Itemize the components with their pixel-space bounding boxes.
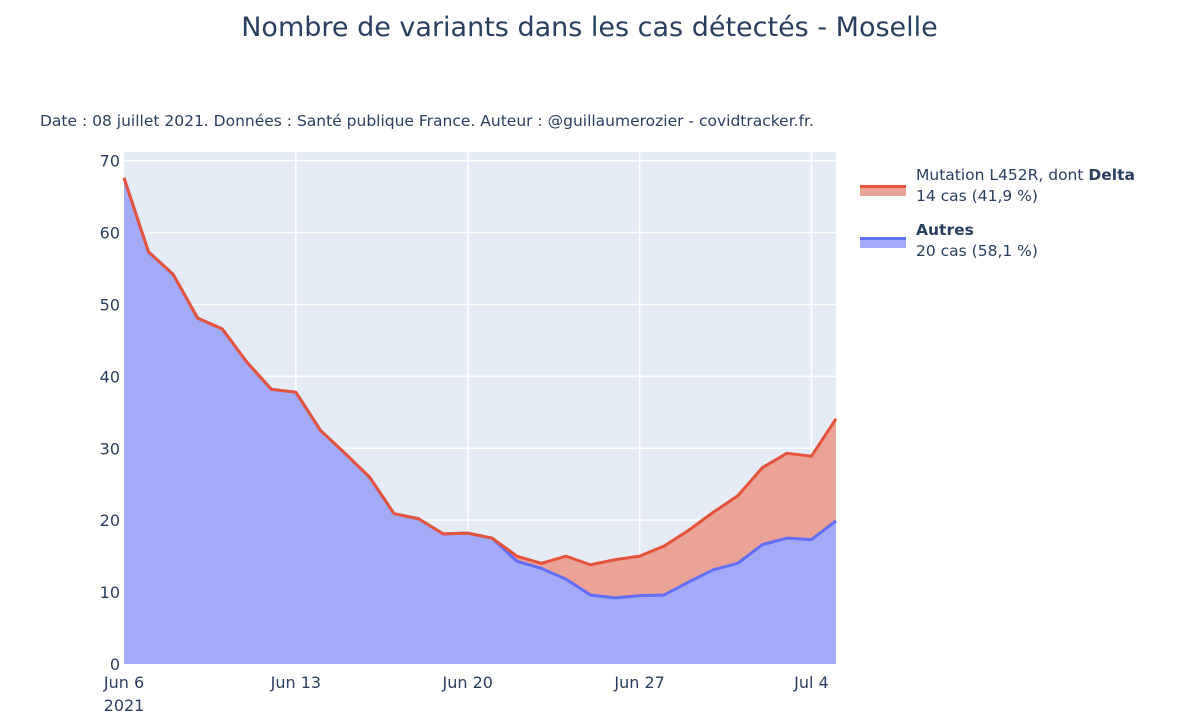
x-tick-label: Jun 27 <box>613 673 664 692</box>
y-tick-label: 40 <box>100 367 120 386</box>
y-tick-label: 60 <box>100 224 120 243</box>
legend-item-mutation[interactable]: Mutation L452R, dont Delta 14 cas (41,9 … <box>916 165 1135 207</box>
chart-subtitle: Date : 08 juillet 2021. Données : Santé … <box>40 112 814 130</box>
y-tick-label: 70 <box>100 152 120 171</box>
y-tick-label: 0 <box>110 655 120 674</box>
legend-autres-label: Autres <box>916 221 974 239</box>
legend-mutation-count: 14 cas (41,9 %) <box>916 187 1038 205</box>
chart-title: Nombre de variants dans les cas détectés… <box>241 12 938 43</box>
y-tick-label: 30 <box>100 439 120 458</box>
legend-swatch-mutation[interactable] <box>860 185 906 196</box>
line-mutation <box>122 177 838 567</box>
legend-mutation-label: Mutation L452R, dont <box>916 166 1089 184</box>
x-tick-label: Jun 6 <box>103 673 144 692</box>
x-tick-year: 2021 <box>104 696 145 715</box>
legend-item-autres[interactable]: Autres 20 cas (58,1 %) <box>916 220 1038 262</box>
y-tick-label: 50 <box>100 295 120 314</box>
x-tick-label: Jul 4 <box>793 673 829 692</box>
legend-mutation-bold: Delta <box>1088 166 1135 184</box>
y-tick-label: 10 <box>100 583 120 602</box>
x-tick-label: Jun 13 <box>270 673 321 692</box>
area-autres <box>124 177 836 664</box>
legend-autres-count: 20 cas (58,1 %) <box>916 242 1038 260</box>
x-tick-label: Jun 20 <box>441 673 492 692</box>
y-tick-label: 20 <box>100 511 120 530</box>
legend-swatch-autres[interactable] <box>860 237 906 248</box>
